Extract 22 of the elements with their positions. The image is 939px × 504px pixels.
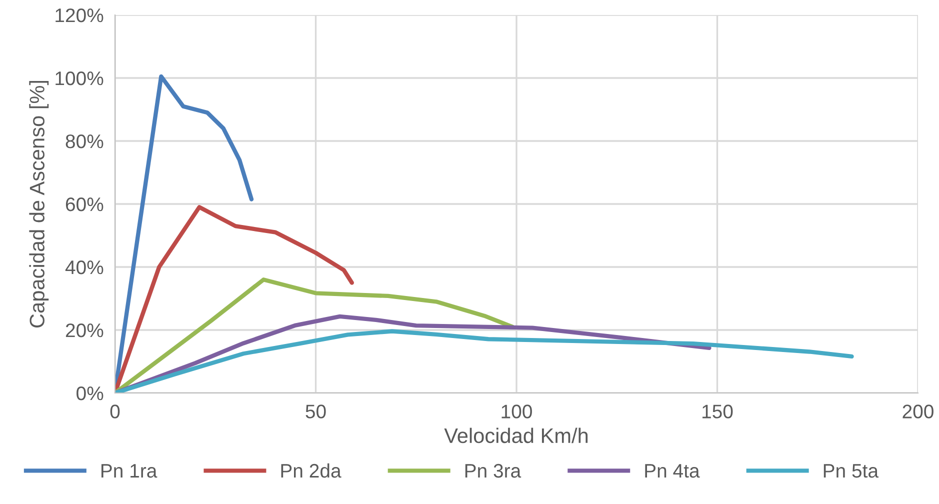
legend-label: Pn 2da xyxy=(281,463,342,478)
y-tick-label: 0% xyxy=(76,386,104,400)
y-tick-label: 120% xyxy=(56,8,104,22)
y-tick-label: 100% xyxy=(56,71,104,86)
x-tick-label: 100 xyxy=(502,404,532,418)
legend-label: Pn 3ra xyxy=(465,464,522,478)
x-tick-label: 0 xyxy=(110,404,120,418)
y-tick-label: 60% xyxy=(66,197,104,212)
x-tick-label: 50 xyxy=(306,404,326,418)
y-tick-label: 20% xyxy=(66,323,104,338)
legend-label: Pn 5ta xyxy=(824,464,879,478)
line-series xyxy=(115,278,515,393)
legend-label: Pn 1ra xyxy=(101,464,158,478)
y-tick-label: 80% xyxy=(66,134,104,148)
x-tick-label: 150 xyxy=(702,404,733,418)
line-series xyxy=(115,205,354,393)
legend-label: Pn 4ta xyxy=(645,464,700,478)
y-axis-title: Capacidad de Ascenso [%] xyxy=(29,80,49,328)
x-tick-label: 200 xyxy=(902,404,934,418)
line-series xyxy=(115,329,854,393)
x-axis-title: Velocidad Km/h xyxy=(444,428,588,444)
y-tick-label: 40% xyxy=(65,260,104,274)
